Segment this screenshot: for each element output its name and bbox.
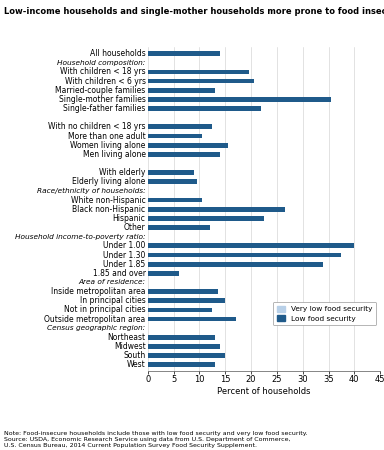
Text: In principal cities: In principal cities xyxy=(80,296,146,305)
Bar xyxy=(148,134,202,139)
Bar xyxy=(148,106,179,111)
Bar xyxy=(148,353,225,358)
Bar xyxy=(148,252,230,257)
Text: 1.85 and over: 1.85 and over xyxy=(93,269,146,278)
Text: Census geographic region:: Census geographic region: xyxy=(47,325,146,331)
Bar xyxy=(148,335,215,340)
Text: Household composition:: Household composition: xyxy=(57,60,146,66)
Text: Race/ethnicity of households:: Race/ethnicity of households: xyxy=(37,188,146,194)
Bar xyxy=(148,317,176,321)
Bar xyxy=(148,207,184,211)
Bar xyxy=(148,271,161,276)
Bar xyxy=(148,344,220,349)
Bar xyxy=(148,216,179,221)
Text: Midwest: Midwest xyxy=(114,342,146,351)
Bar xyxy=(148,88,215,93)
Bar xyxy=(148,170,194,175)
Bar xyxy=(148,143,228,148)
Text: Elderly living alone: Elderly living alone xyxy=(72,177,146,186)
Bar xyxy=(148,97,189,102)
Bar xyxy=(148,134,166,139)
Text: Not in principal cities: Not in principal cities xyxy=(64,306,146,315)
Text: South: South xyxy=(123,351,146,360)
Bar xyxy=(148,207,285,211)
Bar xyxy=(148,317,236,321)
Bar xyxy=(148,51,220,56)
Bar xyxy=(148,152,220,157)
Text: Outside metropolitan area: Outside metropolitan area xyxy=(44,315,146,324)
Text: Low-income households and single-mother households more prone to food insecurity: Low-income households and single-mother … xyxy=(4,7,384,16)
Bar xyxy=(148,307,171,312)
Bar xyxy=(148,362,215,367)
Text: More than one adult: More than one adult xyxy=(68,131,146,140)
Bar xyxy=(148,170,163,175)
Bar xyxy=(148,298,225,303)
Text: Other: Other xyxy=(124,223,146,232)
Text: Under 1.00: Under 1.00 xyxy=(103,241,146,250)
Bar xyxy=(148,243,241,248)
Bar xyxy=(148,289,217,294)
Bar xyxy=(148,353,174,358)
Bar xyxy=(148,307,212,312)
Bar xyxy=(148,97,331,102)
Bar xyxy=(148,298,176,303)
Bar xyxy=(148,106,262,111)
Bar xyxy=(148,225,210,230)
Text: Black non-Hispanic: Black non-Hispanic xyxy=(73,205,146,214)
Bar xyxy=(148,125,169,129)
Bar xyxy=(148,262,323,266)
Bar xyxy=(148,70,248,74)
Bar xyxy=(148,362,171,367)
Text: With children < 18 yrs: With children < 18 yrs xyxy=(60,68,146,76)
Bar xyxy=(148,79,254,84)
Bar xyxy=(148,271,179,276)
Bar xyxy=(148,70,176,74)
Text: West: West xyxy=(127,360,146,369)
Text: Under 1.85: Under 1.85 xyxy=(103,260,146,269)
Bar xyxy=(148,88,163,93)
Bar xyxy=(148,180,197,184)
Bar xyxy=(148,51,176,56)
X-axis label: Percent of households: Percent of households xyxy=(217,387,311,396)
Bar xyxy=(148,262,212,266)
Text: Note: Food-insecure households include those with low food security and very low: Note: Food-insecure households include t… xyxy=(4,431,308,448)
Bar xyxy=(148,225,171,230)
Bar xyxy=(148,252,341,257)
Bar xyxy=(148,335,171,340)
Bar xyxy=(148,125,212,129)
Text: Single-father families: Single-father families xyxy=(63,104,146,113)
Text: Married-couple families: Married-couple families xyxy=(55,86,146,95)
Bar xyxy=(148,216,264,221)
Text: Household income-to-poverty ratio:: Household income-to-poverty ratio: xyxy=(15,234,146,240)
Text: Inside metropolitan area: Inside metropolitan area xyxy=(51,287,146,296)
Bar xyxy=(148,289,171,294)
Text: White non-Hispanic: White non-Hispanic xyxy=(71,196,146,205)
Text: With no children < 18 yrs: With no children < 18 yrs xyxy=(48,122,146,131)
Bar xyxy=(148,79,176,84)
Bar xyxy=(148,344,174,349)
Bar xyxy=(148,152,174,157)
Bar xyxy=(148,243,354,248)
Bar xyxy=(148,198,163,203)
Text: Women living alone: Women living alone xyxy=(70,141,146,150)
Bar xyxy=(148,180,166,184)
Text: Single-mother families: Single-mother families xyxy=(59,95,146,104)
Text: Area of residence:: Area of residence: xyxy=(78,279,146,285)
Bar xyxy=(148,198,202,203)
Text: With elderly: With elderly xyxy=(99,168,146,177)
Text: Hispanic: Hispanic xyxy=(113,214,146,223)
Text: Under 1.30: Under 1.30 xyxy=(103,251,146,260)
Text: Men living alone: Men living alone xyxy=(83,150,146,159)
Text: With children < 6 yrs: With children < 6 yrs xyxy=(65,76,146,86)
Bar xyxy=(148,143,176,148)
Text: Northeast: Northeast xyxy=(108,333,146,342)
Legend: Very low food security, Low food security: Very low food security, Low food securit… xyxy=(273,302,376,325)
Text: All households: All households xyxy=(90,49,146,58)
